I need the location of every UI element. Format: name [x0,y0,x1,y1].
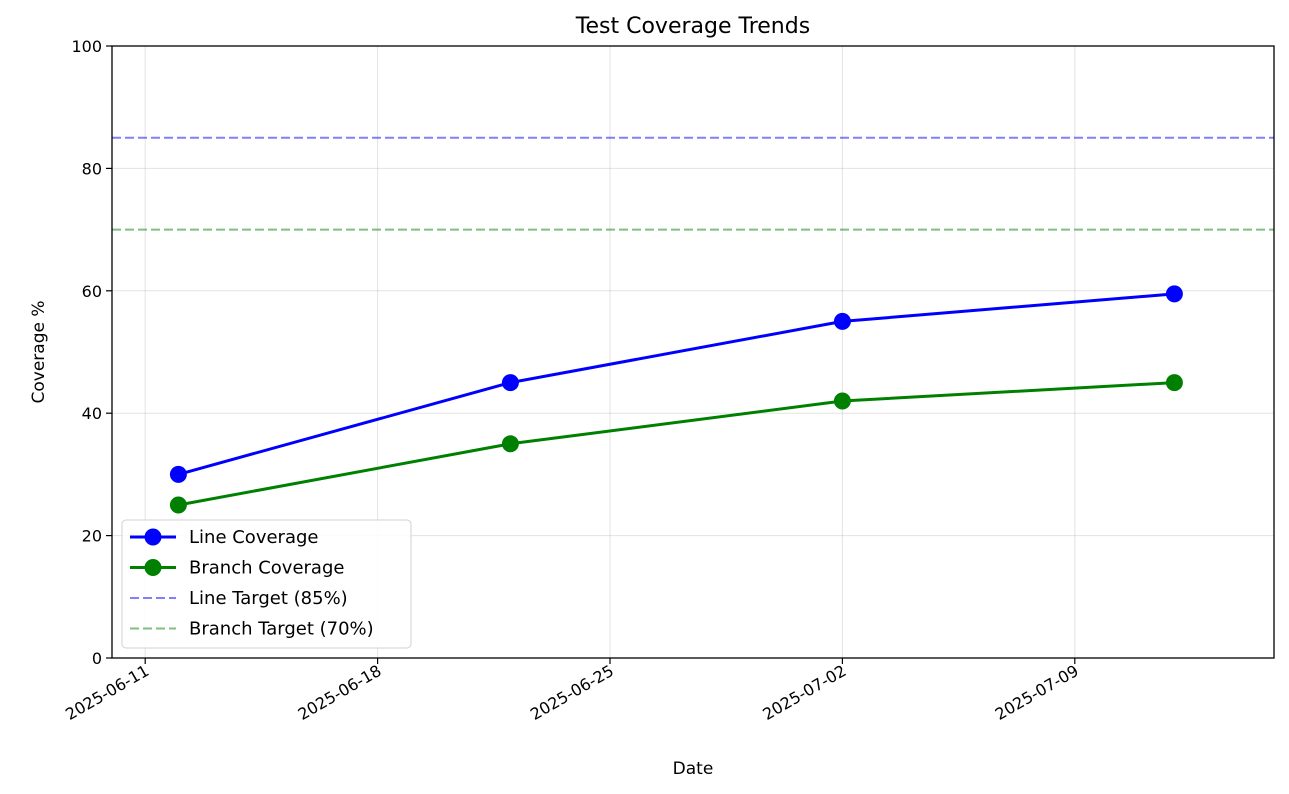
legend-label: Branch Target (70%) [189,619,374,640]
y-tick-label: 40 [82,404,102,423]
legend-box [121,519,412,649]
plot-area-frame [111,45,1275,659]
y-axis: 0 20 40 60 80 100 [71,37,112,668]
legend-label: Branch Coverage [189,558,344,579]
data-point [501,435,519,453]
y-tick-label: 20 [82,527,102,546]
series-line [178,292,1175,476]
legend-marker [144,559,162,576]
y-tick-label: 60 [82,282,102,301]
y-tick-label: 80 [82,159,102,178]
legend-label: Line Target (85%) [189,588,348,609]
data-point [833,312,851,330]
data-point [169,465,187,483]
data-point [1165,374,1183,392]
x-axis-label: Date [673,759,714,779]
legend: Line Coverage Branch Coverage Line Target … [121,519,412,649]
legend-label: Line Coverage [189,527,318,548]
y-tick-label: 100 [71,37,102,56]
y-tick-label: 0 [92,649,102,668]
data-point [501,374,519,392]
data-point [169,496,187,514]
reference-lines [112,136,1274,231]
legend-marker [144,528,162,546]
series-line [178,381,1175,507]
data-point [833,392,851,410]
data-point [1165,285,1183,303]
chart-title: Test Coverage Trends [575,14,810,39]
series-group [169,285,1183,514]
y-axis-label: Coverage % [29,300,49,403]
